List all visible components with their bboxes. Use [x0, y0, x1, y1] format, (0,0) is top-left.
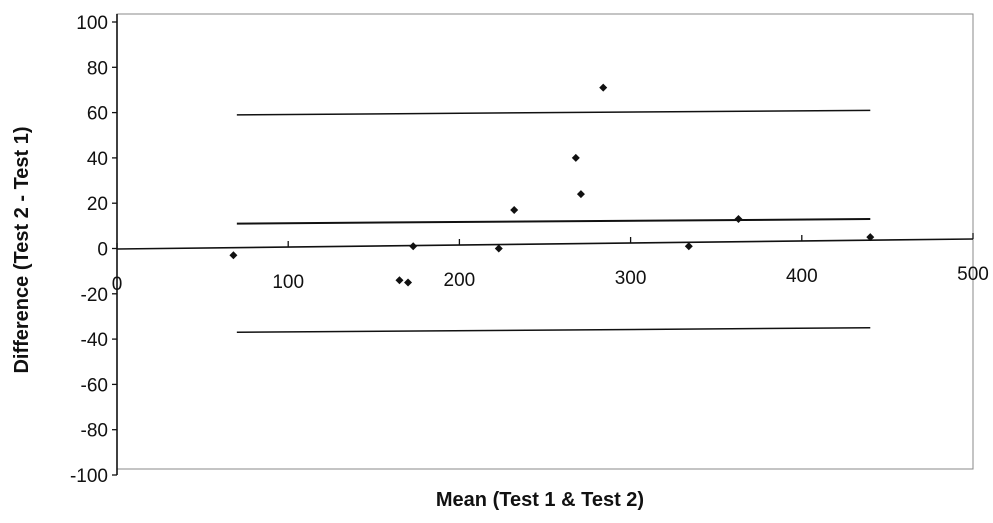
data-point — [866, 233, 875, 242]
data-point — [404, 278, 413, 287]
y-tick-label: -20 — [81, 285, 108, 306]
data-point — [409, 242, 418, 251]
x-tick-label: 500 — [957, 264, 989, 285]
x-tick-label: 300 — [615, 268, 647, 289]
reference-lines — [236, 109, 871, 334]
data-point — [734, 215, 743, 224]
x-axis-title: Mean (Test 1 & Test 2) — [436, 489, 644, 511]
data-point — [229, 251, 238, 260]
y-tick-label: -60 — [81, 375, 108, 396]
x-axis-ticks: 0 100 200 300 400 500 — [112, 233, 989, 295]
data-point — [494, 244, 503, 253]
data-point — [395, 276, 404, 285]
data-point — [571, 153, 580, 162]
y-axis-title: Difference (Test 2 - Test 1) — [11, 126, 33, 373]
plot-area-border — [116, 13, 974, 470]
reference-line-mean — [236, 218, 871, 225]
y-tick-label: 60 — [87, 104, 108, 125]
y-tick-label: 20 — [87, 194, 108, 215]
y-axis-ticks: 100 80 60 40 20 0 -20 -40 -60 -80 -100 — [70, 13, 117, 487]
data-point — [599, 83, 608, 92]
y-tick-label: -80 — [81, 421, 108, 442]
y-tick-label: -40 — [81, 330, 108, 351]
y-tick-label: -100 — [70, 466, 108, 487]
y-tick-label: 80 — [87, 58, 108, 79]
data-point — [510, 205, 519, 214]
x-tick-label: 0 — [112, 274, 123, 295]
x-tick-label: 200 — [444, 270, 476, 291]
y-tick-label: 40 — [87, 149, 108, 170]
data-points — [229, 83, 875, 287]
x-tick-label: 100 — [272, 272, 304, 293]
x-tick-label: 400 — [786, 266, 818, 287]
data-point — [576, 190, 585, 199]
data-point — [684, 242, 693, 251]
y-tick-label: 0 — [97, 240, 108, 261]
reference-line-upper — [236, 109, 871, 116]
x-axis-line — [116, 238, 974, 250]
reference-line-lower — [236, 327, 871, 334]
y-tick-label: 100 — [76, 13, 108, 34]
